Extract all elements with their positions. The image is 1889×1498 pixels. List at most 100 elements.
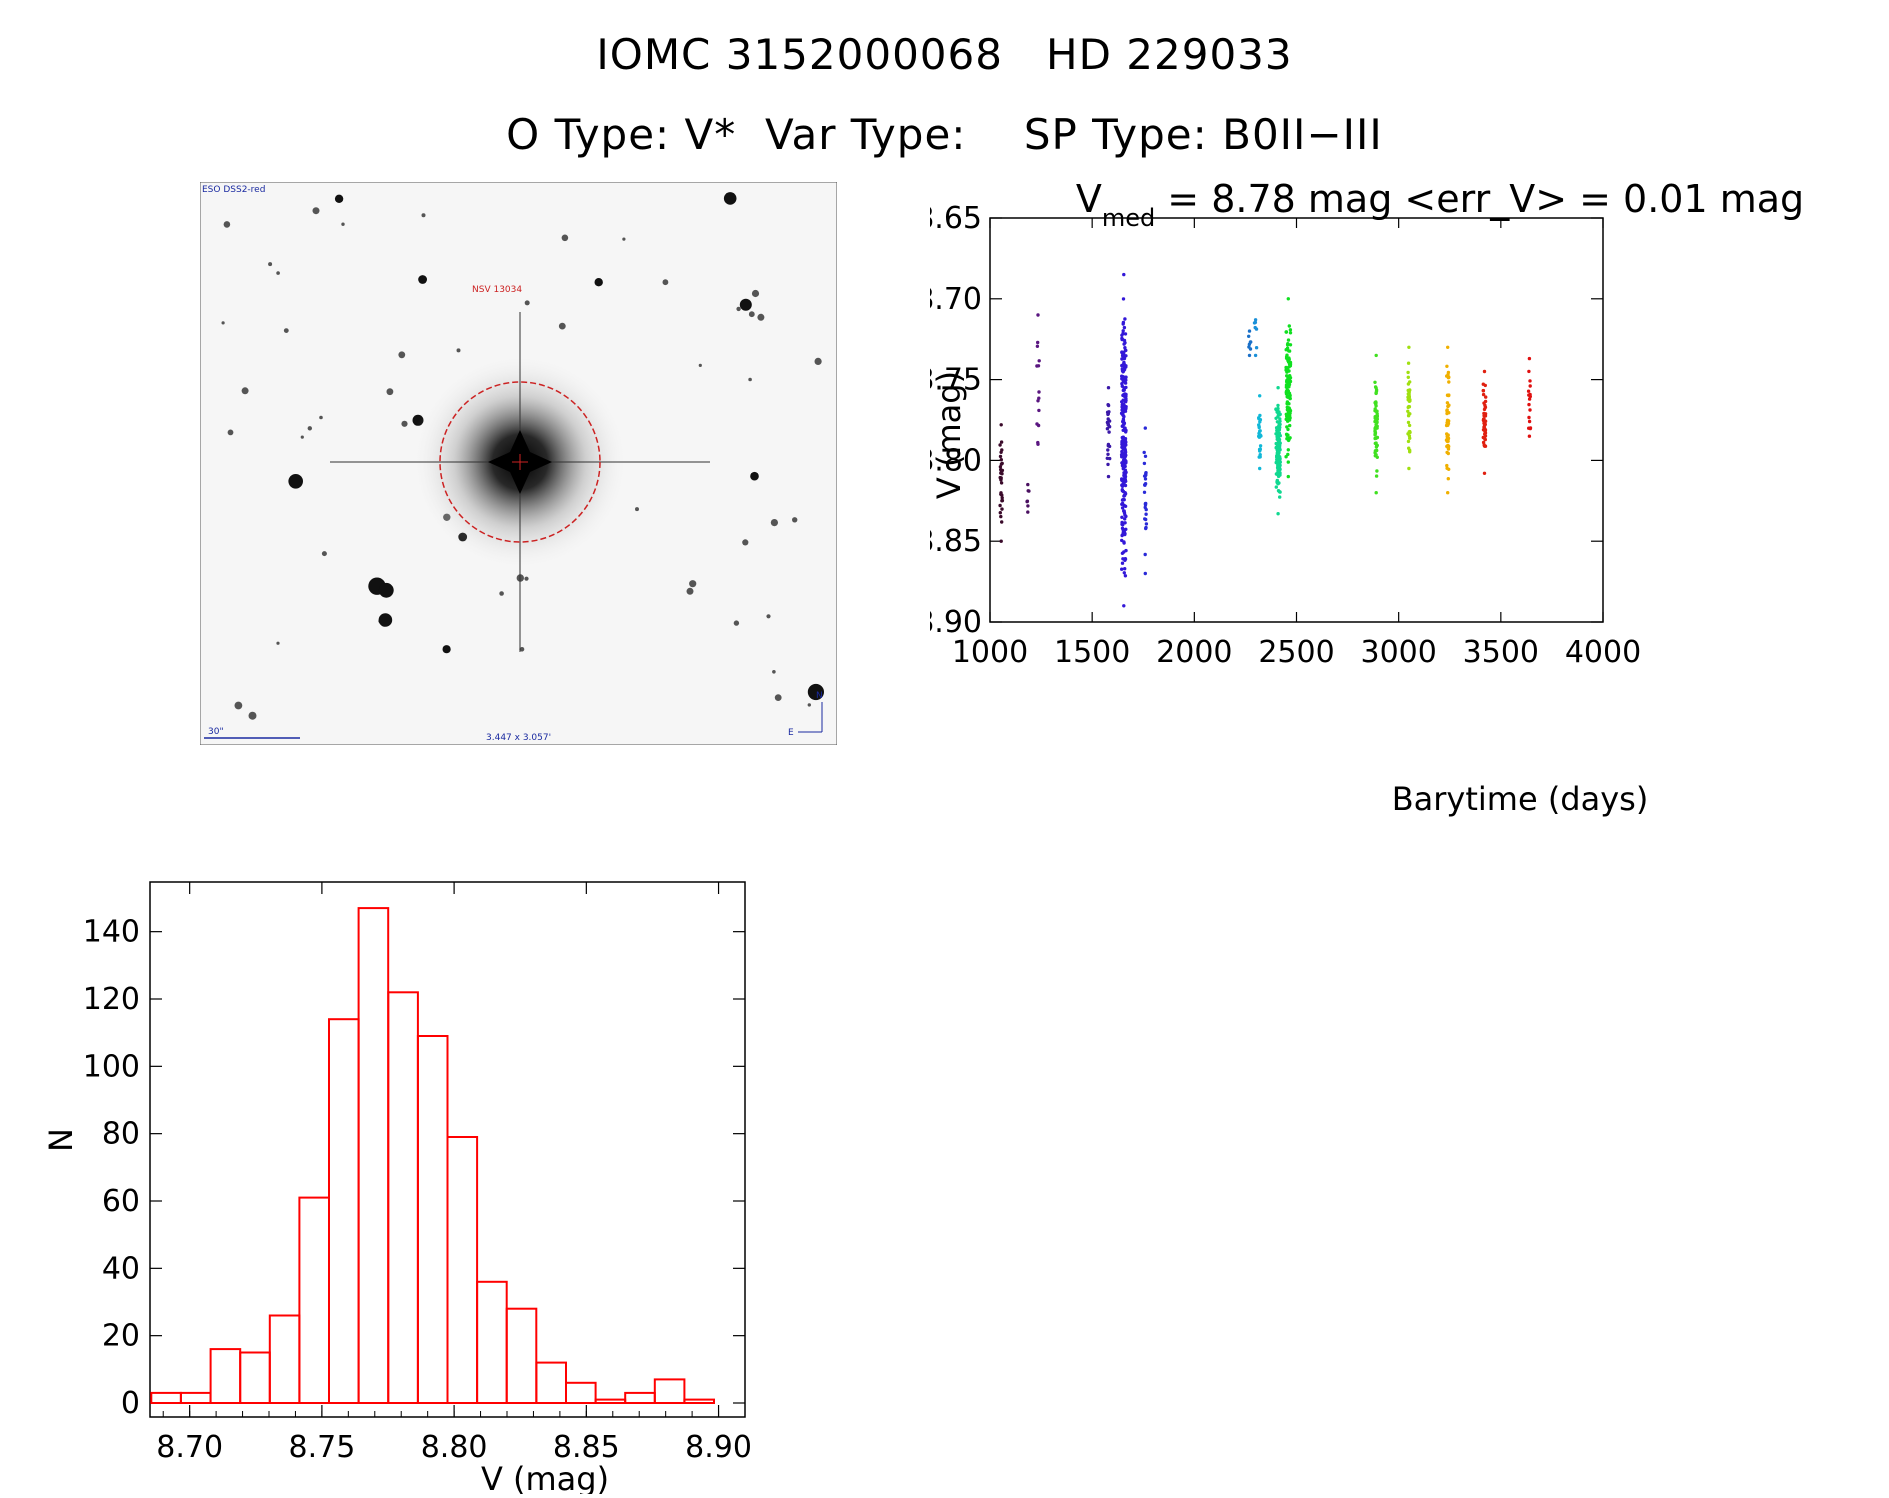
y-tick-label: 8.85 (930, 524, 982, 559)
data-point (1107, 425, 1112, 429)
data-point (1277, 459, 1281, 463)
data-point (1026, 504, 1030, 508)
histogram-bar (505, 1307, 538, 1405)
data-point (1284, 330, 1289, 334)
data-point (1121, 417, 1126, 421)
data-point (1286, 357, 1291, 361)
data-point (1143, 454, 1148, 458)
field-star (751, 289, 760, 298)
data-point (1000, 507, 1004, 511)
data-point (1121, 463, 1126, 468)
data-point (1406, 388, 1410, 393)
data-point (1285, 437, 1289, 441)
data-point (1105, 427, 1110, 431)
data-point (1000, 498, 1005, 503)
data-point (1123, 513, 1127, 517)
data-point (1143, 502, 1148, 506)
data-point (1121, 322, 1125, 326)
data-point (1122, 421, 1127, 425)
field-star (750, 471, 759, 481)
data-point (1035, 344, 1040, 348)
scale-label: 30" (208, 727, 224, 737)
data-point (1124, 459, 1128, 463)
field-star (733, 620, 740, 626)
data-point (1286, 410, 1291, 414)
data-point (1286, 474, 1290, 479)
data-point (1287, 365, 1291, 369)
data-point (1406, 439, 1411, 444)
light-curve-title: Vmed = 8.78 mag <err_V> = 0.01 mag (1076, 177, 1804, 232)
data-point (1285, 401, 1289, 406)
field-star (421, 213, 426, 218)
data-point (1123, 378, 1127, 382)
data-point (1120, 484, 1125, 488)
data-point (1120, 567, 1124, 571)
data-point (1144, 507, 1148, 512)
data-point (1374, 404, 1378, 408)
data-point (1257, 423, 1261, 427)
data-point (1285, 425, 1289, 429)
histogram-axes: 8.70 8.75 8.80 8.85 8.90 0 20 40 60 80 100 120 140 (83, 881, 752, 1465)
data-point (1124, 453, 1128, 457)
data-point (1120, 538, 1124, 543)
data-point (1274, 416, 1278, 420)
data-point (1121, 353, 1125, 358)
histogram-bar (268, 1314, 301, 1404)
field-star (283, 328, 289, 333)
data-point (1276, 512, 1280, 516)
data-point (1124, 348, 1128, 353)
data-point (1373, 426, 1377, 431)
histogram-bar (357, 907, 390, 1404)
data-point (1374, 416, 1379, 420)
data-point (1482, 414, 1486, 418)
data-point (1286, 416, 1290, 421)
histogram-bar (446, 1136, 479, 1404)
data-point (1285, 343, 1290, 347)
field-star (321, 551, 327, 557)
data-point (1445, 364, 1449, 368)
data-point (1248, 347, 1253, 351)
histogram-xlabel: V (mag) (481, 1460, 609, 1494)
data-point (1482, 425, 1486, 429)
data-point (1036, 364, 1041, 368)
data-point (1123, 558, 1127, 562)
data-point (1373, 436, 1377, 441)
data-point (1025, 499, 1030, 503)
data-point (1288, 362, 1293, 366)
data-point (1106, 462, 1110, 467)
field-star (770, 519, 779, 527)
data-point (1120, 363, 1124, 368)
data-point (1122, 494, 1126, 498)
data-point (1122, 444, 1126, 449)
data-point (1446, 477, 1450, 481)
data-point (1142, 461, 1147, 466)
data-point (1481, 382, 1485, 386)
data-point (1288, 436, 1292, 440)
data-point (1288, 331, 1293, 335)
data-point (1374, 491, 1378, 495)
field-star (748, 311, 755, 318)
light-curve-points (998, 272, 1533, 608)
data-point (1274, 485, 1278, 489)
data-point (1122, 325, 1127, 330)
data-point (1120, 501, 1125, 506)
field-star (594, 278, 603, 287)
data-point (1527, 369, 1531, 374)
data-point (1276, 406, 1280, 411)
data-point (1258, 420, 1262, 424)
data-point (999, 450, 1003, 454)
y-tick-label: 120 (83, 982, 140, 1017)
data-point (1143, 517, 1147, 521)
data-point (1481, 392, 1486, 397)
data-point (1446, 345, 1450, 349)
data-point (1447, 380, 1451, 384)
data-point (1142, 450, 1146, 455)
histogram-bar (535, 1361, 567, 1405)
field-star (499, 591, 504, 596)
data-point (1278, 434, 1282, 438)
y-tick-label: 20 (102, 1319, 140, 1354)
data-point (1406, 392, 1410, 396)
data-point (1123, 574, 1128, 578)
data-point (1254, 327, 1259, 331)
x-tick-label: 1000 (952, 635, 1028, 670)
